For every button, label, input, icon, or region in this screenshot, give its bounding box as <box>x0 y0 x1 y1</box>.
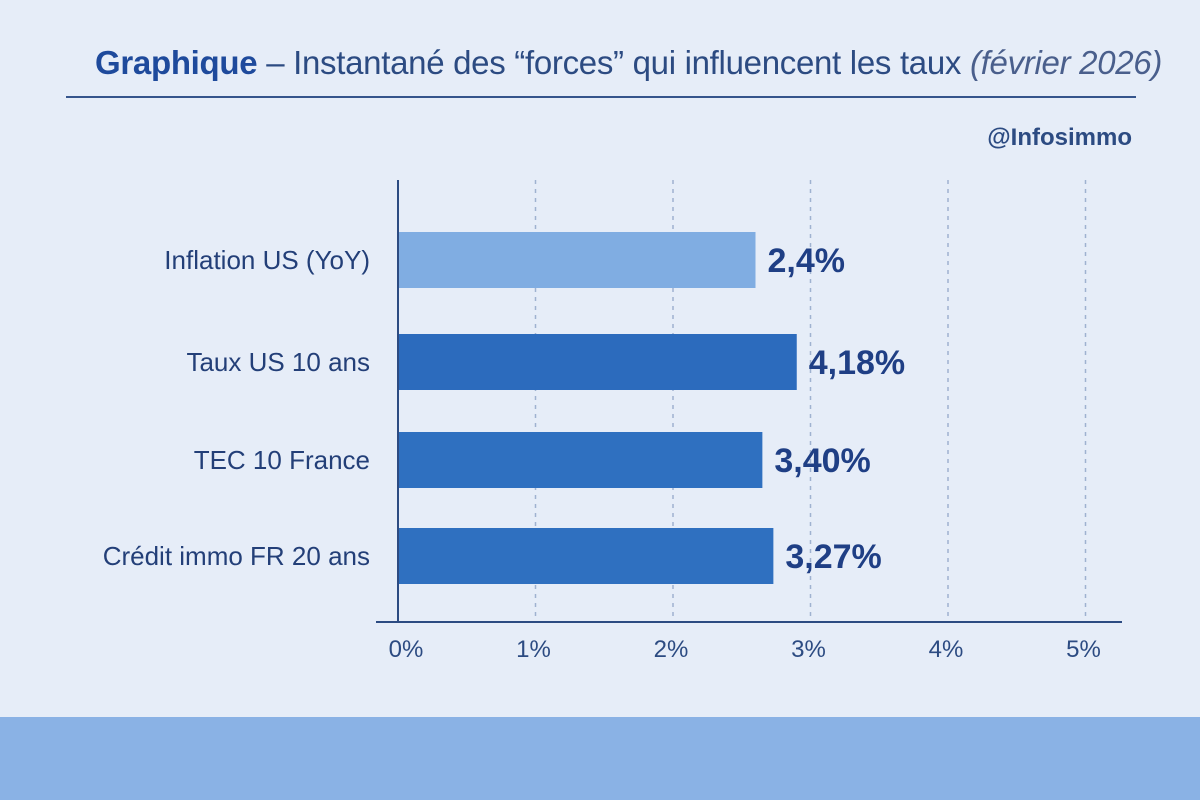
bar <box>398 528 774 584</box>
x-tick-label: 4% <box>929 636 964 663</box>
chart-title-date: (février 2026) <box>970 44 1163 81</box>
category-label: TEC 10 France <box>194 445 370 475</box>
category-label: Taux US 10 ans <box>186 347 370 377</box>
watermark-handle: @Infosimmo <box>987 124 1132 151</box>
bar <box>398 232 756 288</box>
value-label: 3,27% <box>785 538 881 576</box>
chart-title-prefix: Graphique <box>95 44 258 81</box>
bar <box>398 334 797 390</box>
x-tick-label: 1% <box>516 636 551 663</box>
x-tick-label: 5% <box>1066 636 1101 663</box>
value-label: 3,40% <box>774 442 870 480</box>
x-tick-label: 2% <box>654 636 689 663</box>
x-tick-label: 3% <box>791 636 826 663</box>
x-tick-label: 0% <box>389 636 424 663</box>
chart-title: Graphique – Instantané des “forces” qui … <box>95 44 1162 82</box>
value-label: 2,4% <box>768 242 846 280</box>
chart-title-main: – Instantané des “forces” qui influencen… <box>257 44 970 81</box>
value-label: 4,18% <box>809 344 905 382</box>
bar <box>398 432 763 488</box>
footer-band <box>0 717 1200 800</box>
category-label: Crédit immo FR 20 ans <box>103 541 370 571</box>
category-label: Inflation US (YoY) <box>164 245 370 275</box>
title-divider <box>66 96 1136 98</box>
bar-chart: Inflation US (YoY) Taux US 10 ans TEC 10 F… <box>103 180 1122 663</box>
